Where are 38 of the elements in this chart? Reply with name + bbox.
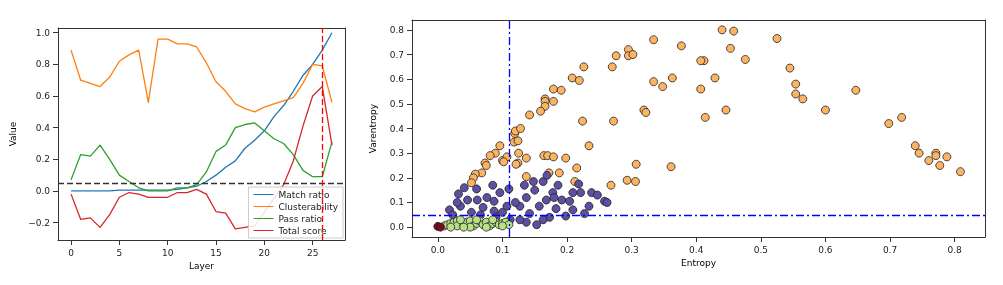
y-tick-label: 0.0	[389, 222, 405, 233]
legend-label: Clusterability	[278, 201, 339, 212]
y-tick-label: 0.8	[389, 24, 405, 35]
y-tick-label: 0.0	[35, 185, 51, 196]
y-tick-label: 0.7	[389, 49, 404, 60]
x-axis-title: Entropy	[681, 258, 717, 269]
y-tick-label: 0.5	[389, 98, 404, 109]
x-tick-label: 0.6	[818, 244, 833, 255]
y-tick-label: 0.3	[389, 148, 404, 159]
legend-label: Total score	[277, 225, 327, 236]
x-tick-label: 0.5	[753, 244, 768, 255]
x-tick-label: 0.8	[947, 244, 963, 255]
y-tick-label: 0.6	[35, 91, 51, 102]
x-tick-label: 0.3	[624, 244, 639, 255]
x-tick-label: 5	[116, 247, 123, 258]
y-tick-label: −0.2	[28, 217, 50, 228]
y-tick-label: 0.2	[35, 154, 50, 165]
x-tick-label: 0.7	[882, 244, 898, 255]
x-tick-label: 15	[210, 247, 222, 258]
x-tick-label: 10	[161, 247, 174, 258]
y-tick-label: 0.1	[389, 197, 404, 208]
x-tick-label: 25	[306, 247, 319, 258]
x-axis-title: Layer	[188, 261, 215, 272]
legend-label: Pass ratio	[278, 213, 323, 224]
y-tick-label: 0.8	[35, 59, 51, 70]
y-tick-label: 0.4	[389, 123, 405, 134]
x-tick-label: 0	[68, 247, 75, 258]
y-tick-label: 1.0	[35, 27, 51, 38]
y-tick-label: 0.6	[389, 74, 405, 85]
y-axis-title: Value	[7, 121, 18, 147]
x-tick-label: 0.4	[689, 244, 704, 255]
x-tick-label: 20	[258, 247, 271, 258]
x-tick-label: 0.0	[430, 244, 446, 255]
y-axis-title: Varentropy	[367, 103, 378, 154]
y-tick-label: 0.4	[35, 122, 51, 133]
x-tick-label: 0.2	[559, 244, 575, 255]
y-tick-label: 0.2	[389, 172, 404, 183]
x-tick-label: 0.1	[495, 244, 510, 255]
